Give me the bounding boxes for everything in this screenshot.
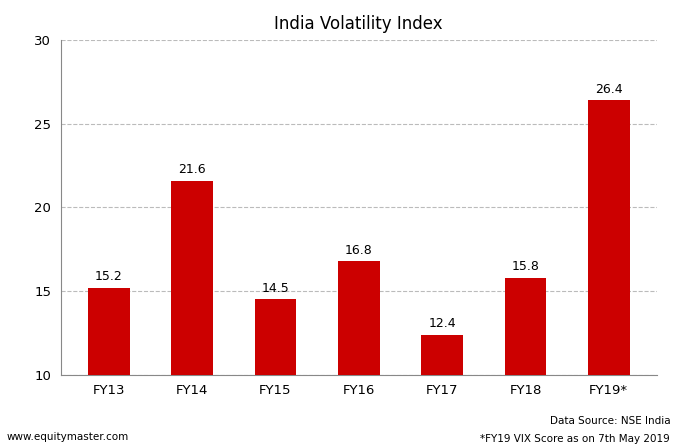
- Bar: [588, 100, 630, 375]
- Text: 26.4: 26.4: [595, 83, 623, 96]
- Bar: [338, 261, 380, 375]
- Text: 12.4: 12.4: [429, 317, 456, 330]
- Bar: [421, 334, 463, 375]
- Text: *FY19 VIX Score as on 7th May 2019: *FY19 VIX Score as on 7th May 2019: [481, 434, 670, 444]
- Text: Data Source: NSE India: Data Source: NSE India: [550, 416, 670, 426]
- Text: 15.8: 15.8: [512, 260, 540, 273]
- Title: India Volatility Index: India Volatility Index: [274, 15, 443, 33]
- Text: 14.5: 14.5: [261, 282, 289, 295]
- Text: 16.8: 16.8: [345, 244, 372, 257]
- Text: 15.2: 15.2: [95, 270, 123, 284]
- Bar: [88, 288, 130, 375]
- Bar: [504, 277, 546, 375]
- Bar: [171, 181, 213, 375]
- Text: www.equitymaster.com: www.equitymaster.com: [7, 432, 129, 442]
- Text: 21.6: 21.6: [178, 163, 206, 177]
- Bar: [255, 299, 297, 375]
